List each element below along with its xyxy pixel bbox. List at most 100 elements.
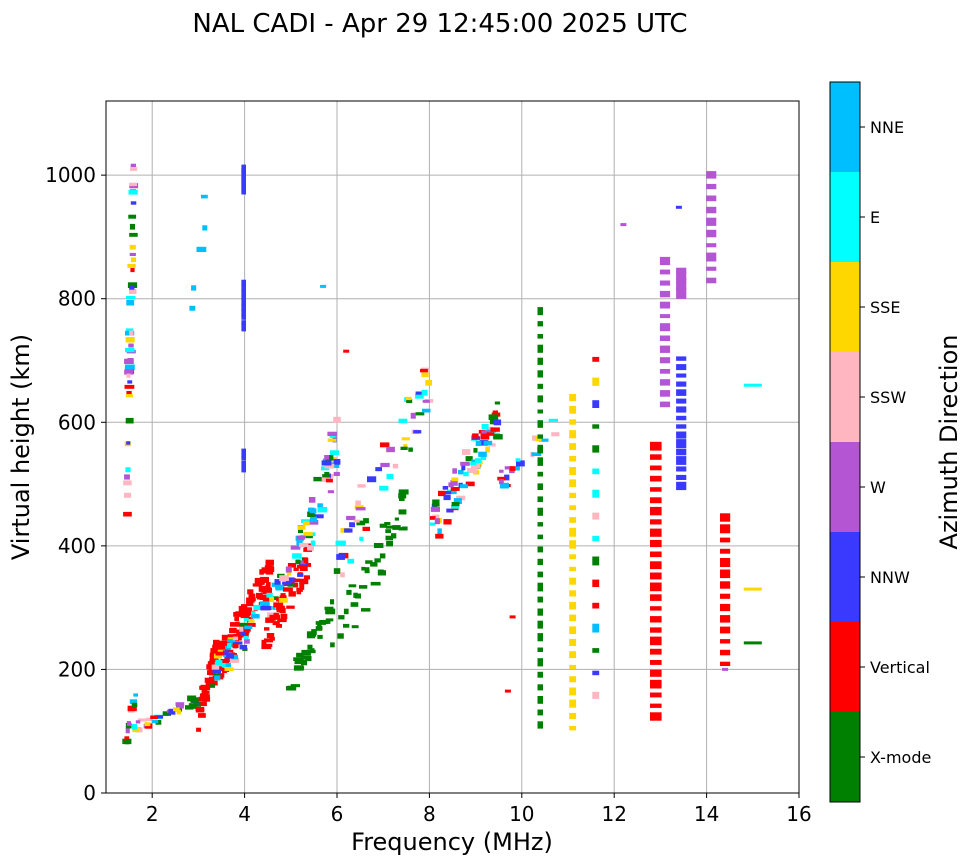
echo-mark — [569, 651, 577, 659]
echo-mark — [391, 533, 397, 539]
echo-mark — [659, 401, 671, 408]
echo-mark — [720, 548, 731, 554]
echo-mark — [215, 651, 225, 656]
echo-mark — [307, 545, 314, 551]
echo-mark — [401, 437, 410, 441]
echo-mark — [504, 474, 510, 481]
echo-mark — [241, 303, 246, 312]
echo-mark — [287, 583, 295, 587]
echo-mark — [129, 244, 136, 250]
echo-mark — [509, 466, 516, 471]
echo-mark — [435, 533, 444, 539]
echo-mark — [125, 417, 134, 424]
echo-mark — [234, 616, 240, 621]
echo-mark — [125, 727, 130, 734]
echo-mark — [451, 502, 460, 507]
echo-mark — [481, 424, 489, 430]
echo-mark — [537, 370, 543, 378]
echo-mark — [379, 485, 389, 491]
echo-mark — [592, 648, 600, 653]
echo-mark — [247, 589, 254, 595]
echo-mark — [676, 389, 687, 396]
echo-mark — [720, 593, 731, 599]
y-axis-label: Virtual height (km) — [7, 334, 35, 560]
echo-mark — [532, 435, 537, 441]
echo-mark — [470, 462, 477, 466]
echo-mark — [537, 633, 543, 642]
echo-mark — [374, 558, 381, 563]
colorbar-category-label: W — [870, 478, 886, 497]
echo-mark — [592, 623, 600, 633]
echo-mark — [499, 469, 504, 473]
echo-mark — [537, 483, 543, 490]
echo-mark — [315, 621, 322, 625]
echo-mark — [537, 444, 543, 454]
echo-mark — [706, 229, 717, 238]
echo-mark — [365, 560, 373, 564]
echo-mark — [384, 522, 391, 525]
echo-mark — [676, 293, 687, 299]
echo-mark — [420, 368, 428, 373]
echo-mark — [310, 648, 315, 652]
x-tick-label: 10 — [509, 802, 534, 826]
echo-mark — [327, 438, 337, 442]
echo-mark — [241, 279, 246, 286]
echo-mark — [124, 364, 135, 370]
echo-mark — [537, 522, 543, 527]
echo-mark — [296, 652, 304, 658]
echo-mark — [325, 455, 334, 461]
echo-mark — [232, 641, 243, 645]
echo-mark — [131, 702, 138, 708]
echo-mark — [706, 217, 717, 226]
echo-mark — [129, 330, 134, 336]
echo-mark — [676, 415, 687, 421]
echo-mark — [324, 463, 335, 469]
echo-mark — [569, 712, 577, 719]
echo-mark — [275, 624, 282, 628]
echo-mark — [650, 669, 662, 677]
echo-mark — [242, 607, 253, 613]
echo-mark — [592, 489, 600, 498]
echo-mark — [537, 420, 543, 428]
echo-mark — [239, 644, 248, 650]
echo-mark — [497, 476, 505, 481]
echo-mark — [129, 182, 137, 187]
echo-mark — [317, 507, 328, 513]
echo-mark — [314, 514, 324, 519]
echo-mark — [592, 535, 600, 542]
echo-mark — [279, 575, 289, 581]
echo-mark — [465, 456, 473, 462]
echo-mark — [301, 519, 311, 524]
echo-mark — [537, 457, 543, 466]
echo-mark — [221, 634, 230, 641]
echo-mark — [275, 584, 285, 591]
echo-mark — [262, 590, 268, 594]
echo-mark — [262, 597, 270, 602]
echo-mark — [321, 460, 332, 466]
echo-mark — [592, 579, 600, 587]
colorbar-category-label: NNE — [870, 118, 904, 137]
echo-mark — [720, 524, 731, 534]
echo-mark — [650, 551, 662, 558]
echo-mark — [260, 576, 269, 581]
echo-mark — [650, 572, 662, 580]
echo-mark — [210, 684, 215, 688]
echo-mark — [650, 487, 662, 492]
echo-mark — [297, 564, 304, 569]
echo-mark — [650, 561, 662, 570]
echo-mark — [515, 458, 521, 462]
echo-mark — [232, 643, 239, 648]
echo-mark — [650, 475, 662, 482]
echo-mark — [650, 692, 662, 698]
echo-mark — [241, 322, 246, 332]
echo-mark — [126, 300, 135, 306]
echo-mark — [241, 295, 246, 300]
echo-mark — [251, 614, 260, 619]
echo-mark — [126, 441, 131, 445]
echo-mark — [299, 583, 305, 590]
echo-mark — [659, 256, 671, 266]
echo-mark — [251, 611, 256, 616]
echo-mark — [706, 243, 717, 248]
echo-mark — [531, 452, 542, 456]
